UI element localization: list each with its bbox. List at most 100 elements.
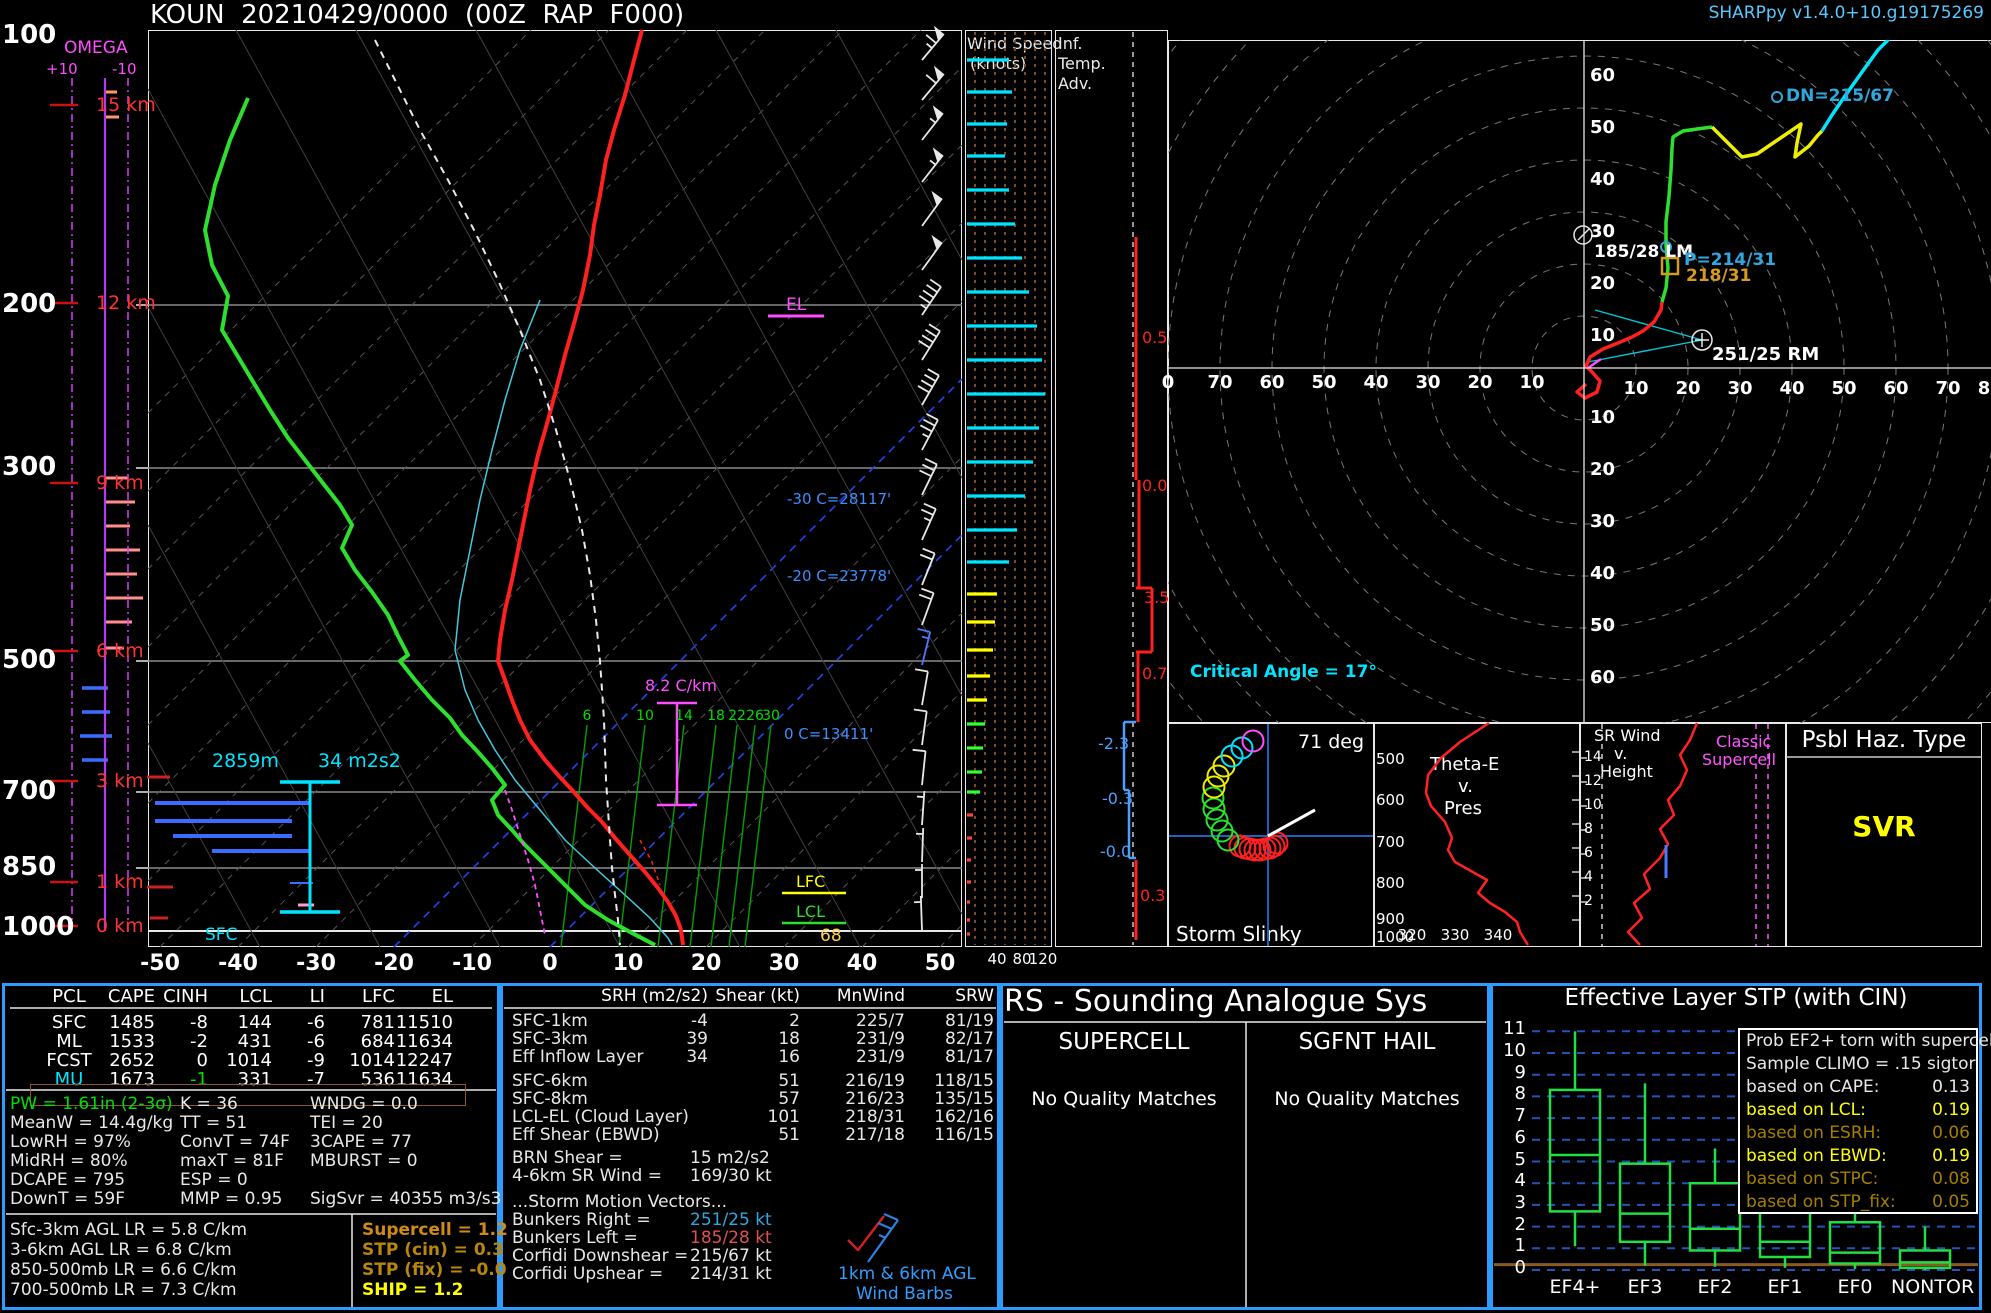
pressure-tick: 500 bbox=[2, 647, 44, 674]
ring-kt-tick: 30 bbox=[1590, 223, 1615, 242]
temp-tick: 50 bbox=[910, 952, 970, 975]
kin-row-label: Eff Shear (EBWD) bbox=[512, 1127, 660, 1145]
kin-value: 34 bbox=[618, 1049, 708, 1067]
lm-vector-label: 185/28 LM bbox=[1594, 244, 1693, 262]
stp-axis-tick: 6 bbox=[1500, 1129, 1526, 1148]
thermo-stat: ESP = 0 bbox=[180, 1172, 248, 1190]
srwind-height-tick: 10 bbox=[1584, 798, 1602, 813]
thermo-stat: PW = 1.61in (2-3σ) bbox=[10, 1096, 173, 1114]
srwind-height-tick: 6 bbox=[1584, 846, 1593, 861]
thetae-pressure-tick: 600 bbox=[1376, 793, 1405, 809]
thermo-stat: 3CAPE = 77 bbox=[310, 1134, 412, 1152]
temp-tick: -20 bbox=[364, 952, 424, 975]
kin-header: SRW bbox=[854, 988, 994, 1006]
stp-category: EF3 bbox=[1611, 1278, 1679, 1298]
orange-vector-label: 218/31 bbox=[1686, 268, 1751, 286]
stp-legend-label: Prob EF2+ torn with supercell bbox=[1746, 1033, 1991, 1051]
ring-kt-tick: 40 bbox=[1590, 171, 1615, 190]
temp-tick: -40 bbox=[208, 952, 268, 975]
kin-value: 51 bbox=[710, 1127, 800, 1145]
minus20c-height: -20 C=23778' bbox=[787, 569, 891, 585]
stp-category: EF0 bbox=[1821, 1278, 1889, 1298]
wetbulb-trace bbox=[455, 300, 672, 945]
stp-legend-value: 0.13 bbox=[1908, 1079, 1970, 1097]
lapse-rate: 700-500mb LR = 7.3 C/km bbox=[10, 1282, 237, 1300]
pressure-tick: 1000 bbox=[2, 914, 44, 941]
stp-axis-tick: 7 bbox=[1500, 1107, 1526, 1126]
stp-legend-value: 0.06 bbox=[1908, 1125, 1970, 1143]
srwind-height-tick: 12 bbox=[1584, 774, 1602, 789]
ring-kt-tick: 20 bbox=[1672, 380, 1704, 399]
stp-axis-tick: 9 bbox=[1500, 1064, 1526, 1083]
adv-value: -2.3 bbox=[1098, 736, 1129, 753]
kin-value: 231/9 bbox=[815, 1049, 905, 1067]
composite-index: SHIP = 1.2 bbox=[362, 1282, 463, 1300]
srwind-height-tick: 8 bbox=[1584, 822, 1593, 837]
stp-legend-label: based on CAPE: bbox=[1746, 1079, 1880, 1097]
sharppy-window: { "title": "KOUN 20210429/0000 (00Z RAP … bbox=[0, 0, 1991, 1313]
rm-vector-label: 251/25 RM bbox=[1712, 346, 1819, 365]
temp-tick: 0 bbox=[520, 952, 580, 975]
stp-legend-value: 0.08 bbox=[1908, 1171, 1970, 1189]
stp-axis-tick: 10 bbox=[1500, 1042, 1526, 1061]
ring-kt-tick: 70 bbox=[1932, 380, 1964, 399]
lapse-rate: 3-6km AGL LR = 6.8 C/km bbox=[10, 1242, 232, 1260]
storm-motion-value: 214/31 kt bbox=[690, 1266, 772, 1284]
thermo-stat: ConvT = 74F bbox=[180, 1134, 290, 1152]
ring-kt-tick: 50 bbox=[1590, 617, 1615, 636]
ring-kt-tick: 60 bbox=[1590, 669, 1615, 688]
height-km-tick: 0 km bbox=[96, 917, 144, 937]
thermo-stat: MidRH = 80% bbox=[10, 1153, 128, 1171]
stp-legend-label: based on LCL: bbox=[1746, 1102, 1866, 1120]
thermo-stat: TEI = 20 bbox=[310, 1115, 383, 1133]
stp-axis-tick: 4 bbox=[1500, 1172, 1526, 1191]
thermo-stat: DCAPE = 795 bbox=[10, 1172, 125, 1190]
stp-axis-tick: 3 bbox=[1500, 1194, 1526, 1213]
thetae-value-tick: 340 bbox=[1480, 928, 1516, 944]
mixing-ratio-tick: 14 bbox=[669, 709, 699, 724]
lcl-marker: LCL bbox=[796, 904, 825, 921]
freezing-height: 0 C=13411' bbox=[784, 727, 873, 743]
ring-kt-tick: 10 bbox=[1590, 409, 1615, 428]
ring-kt-tick: 20 bbox=[1590, 275, 1615, 294]
temperature-trace bbox=[498, 30, 683, 945]
graphics-canvas bbox=[0, 0, 1991, 1313]
stp-category: EF4+ bbox=[1541, 1278, 1609, 1298]
thermo-stat: LowRH = 97% bbox=[10, 1134, 131, 1152]
pcl-header: EL bbox=[383, 988, 453, 1007]
ring-kt-tick: 50 bbox=[1828, 380, 1860, 399]
ring-kt-tick: 50 bbox=[1308, 374, 1340, 393]
adv-value: -0.3 bbox=[1102, 791, 1133, 808]
mixing-ratio-tick: 6 bbox=[572, 709, 602, 724]
storm-motion-label: Corfidi Upshear = bbox=[512, 1266, 663, 1284]
stp-axis-tick: 11 bbox=[1500, 1020, 1526, 1039]
minus30c-height: -30 C=28117' bbox=[787, 492, 891, 508]
stp-category: EF2 bbox=[1681, 1278, 1749, 1298]
ring-kt-tick: 20 bbox=[1590, 461, 1615, 480]
speed-tick: 120 bbox=[1028, 952, 1058, 968]
composite-index: STP (cin) = 0.3 bbox=[362, 1242, 504, 1260]
barb-note: 1km & 6km AGL bbox=[838, 1266, 976, 1284]
pressure-tick: 850 bbox=[2, 854, 44, 881]
ring-kt-tick: 60 bbox=[1256, 374, 1288, 393]
height-km-tick: 9 km bbox=[96, 474, 144, 494]
srw46-value: 169/30 kt bbox=[690, 1168, 772, 1186]
thermo-stat: DownT = 59F bbox=[10, 1191, 125, 1209]
el-marker: EL bbox=[786, 297, 806, 315]
srwind-height-tick: 4 bbox=[1584, 870, 1593, 885]
ring-kt-tick: 10 bbox=[1590, 327, 1615, 346]
stp-legend-value: 0.05 bbox=[1908, 1194, 1970, 1212]
inflow-depth-label: 2859m bbox=[212, 752, 279, 772]
stp-axis-tick: 0 bbox=[1500, 1259, 1526, 1278]
barb-note: Wind Barbs bbox=[856, 1286, 953, 1304]
thermo-stat: K = 36 bbox=[180, 1096, 238, 1114]
stp-axis-tick: 5 bbox=[1500, 1151, 1526, 1170]
pressure-tick: 300 bbox=[2, 454, 44, 481]
temp-tick: -30 bbox=[286, 952, 346, 975]
stp-axis-tick: 2 bbox=[1500, 1216, 1526, 1235]
hodo-trace-9-12km bbox=[1822, 33, 1893, 131]
thetae-pressure-tick: 500 bbox=[1376, 752, 1405, 768]
adv-value: 0.5 bbox=[1142, 330, 1167, 347]
ring-kt-tick: 0 bbox=[1152, 374, 1184, 393]
pressure-tick: 700 bbox=[2, 778, 44, 805]
